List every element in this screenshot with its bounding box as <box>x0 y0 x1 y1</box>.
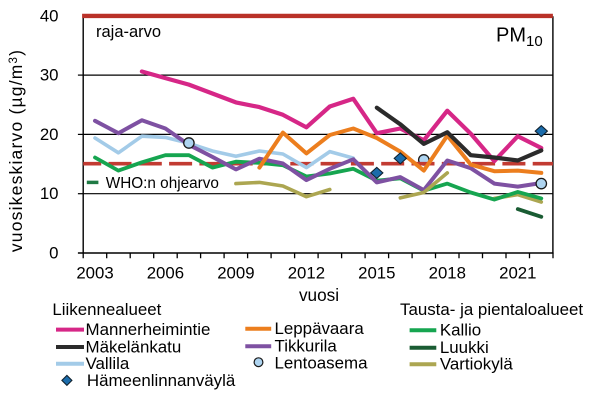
svg-text:Luukki: Luukki <box>440 338 489 357</box>
svg-text:30: 30 <box>40 66 59 85</box>
svg-text:WHO:n ohjearvo: WHO:n ohjearvo <box>106 175 219 192</box>
svg-text:Tikkurila: Tikkurila <box>275 337 338 356</box>
svg-text:2012: 2012 <box>288 264 325 283</box>
svg-text:10: 10 <box>40 184 59 203</box>
svg-text:raja-arvo: raja-arvo <box>96 23 161 41</box>
svg-text:2015: 2015 <box>358 264 395 283</box>
svg-text:Tausta- ja pientaloalueet: Tausta- ja pientaloalueet <box>400 300 583 319</box>
svg-text:0: 0 <box>49 244 58 263</box>
svg-text:40: 40 <box>40 6 59 25</box>
svg-text:2003: 2003 <box>76 264 113 283</box>
svg-text:Lentoasema: Lentoasema <box>275 353 369 372</box>
svg-text:Vallila: Vallila <box>86 354 130 373</box>
svg-text:20: 20 <box>40 125 59 144</box>
svg-text:Liikennealueet: Liikennealueet <box>52 300 161 319</box>
svg-text:2018: 2018 <box>429 264 466 283</box>
svg-text:Vartiokylä: Vartiokylä <box>440 355 514 374</box>
svg-text:vuosikeskiarvo (µg/m3): vuosikeskiarvo (µg/m3) <box>6 49 26 252</box>
svg-text:Kallio: Kallio <box>440 321 481 340</box>
svg-text:Mäkelänkatu: Mäkelänkatu <box>86 337 182 356</box>
svg-text:Mannerheimintie: Mannerheimintie <box>86 320 211 339</box>
svg-text:2009: 2009 <box>217 264 254 283</box>
svg-text:2006: 2006 <box>147 264 184 283</box>
svg-text:2021: 2021 <box>499 264 536 283</box>
svg-text:Leppävaara: Leppävaara <box>275 319 365 338</box>
svg-text:vuosi: vuosi <box>299 285 339 305</box>
svg-text:Hämeenlinnanväylä: Hämeenlinnanväylä <box>87 371 236 390</box>
